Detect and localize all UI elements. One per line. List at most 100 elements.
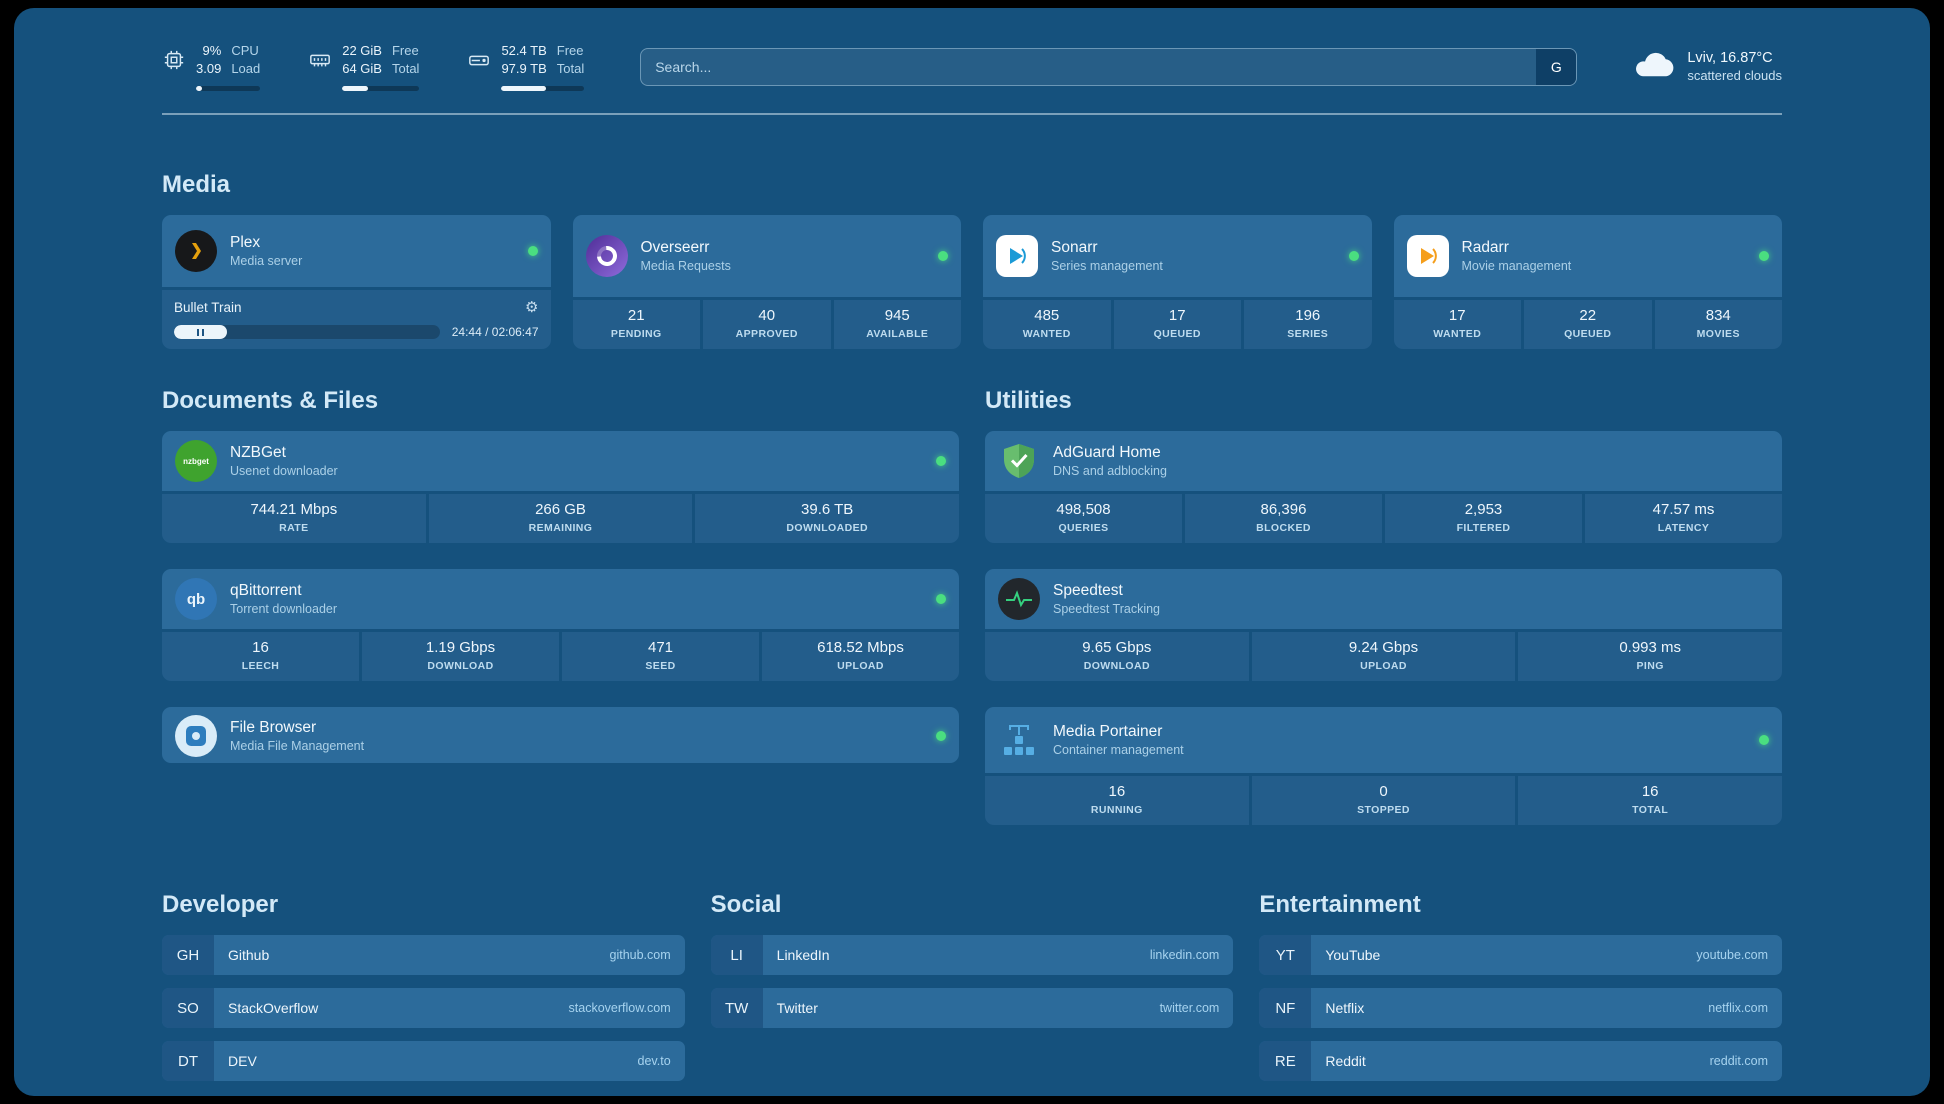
portainer-header[interactable]: Media Portainer Container management (985, 707, 1782, 774)
stat: 1.19 Gbps DOWNLOAD (362, 632, 559, 682)
nzbget-header[interactable]: nzbget NZBGet Usenet downloader (162, 431, 959, 492)
media-grid: Plex Media server Bullet Train ⚙ (162, 215, 1782, 350)
radarr-icon (1406, 235, 1449, 278)
pause-icon[interactable] (197, 328, 205, 336)
stat-value: 17 (1168, 307, 1186, 325)
qbittorrent-stats: 16 LEECH 1.19 Gbps DOWNLOAD 471 SEED 6 (162, 632, 959, 682)
status-dot (936, 456, 946, 467)
nzbget-titles: NZBGet Usenet downloader (230, 444, 338, 478)
stat-value: 9.65 Gbps (1082, 639, 1152, 657)
memory-free-label: Free (391, 43, 419, 58)
bookmark-linkedin[interactable]: LI LinkedIn linkedin.com (710, 935, 1234, 976)
service-subtitle: Speedtest Tracking (1053, 602, 1161, 617)
stat-value: 86,396 (1260, 501, 1307, 519)
bookmark-name: Github (228, 947, 270, 964)
bookmark-name: Twitter (776, 1000, 818, 1017)
search-input[interactable] (640, 47, 1578, 86)
weather-widget: Lviv, 16.87°C scattered clouds (1633, 49, 1782, 84)
speedtest-titles: Speedtest Speedtest Tracking (1053, 582, 1160, 616)
filebrowser-card[interactable]: File Browser Media File Management (162, 707, 959, 764)
search-provider-button[interactable]: G (1536, 48, 1577, 85)
stat-label: DOWNLOAD (427, 660, 494, 673)
sonarr-icon (996, 235, 1038, 278)
stat: 9.24 Gbps UPLOAD (1251, 632, 1516, 682)
filebrowser-header[interactable]: File Browser Media File Management (162, 707, 959, 764)
service-name: Radarr (1461, 239, 1509, 257)
bookmark-abbr: LI (710, 935, 763, 976)
service-subtitle: Container management (1053, 743, 1184, 758)
stat-label: MOVIES (1696, 328, 1740, 341)
bookmarks-social: Social LI LinkedIn linkedin.com TW Twitt… (710, 891, 1234, 1041)
stat: 9.65 Gbps DOWNLOAD (985, 632, 1249, 682)
speedtest-card[interactable]: Speedtest Speedtest Tracking 9.65 Gbps D… (985, 569, 1782, 682)
bookmark-netflix[interactable]: NF Netflix netflix.com (1259, 988, 1782, 1029)
topbar: 9% 3.09 CPU Load 22 (162, 42, 1782, 92)
stat-label: SERIES (1287, 328, 1329, 341)
disk-values: 52.4 TB 97.9 TB (501, 42, 546, 78)
bookmark-domain: dev.to (637, 1054, 671, 1069)
gear-icon[interactable]: ⚙ (525, 299, 539, 317)
stat-label: DOWNLOAD (1083, 660, 1150, 673)
qbittorrent-icon: qb (175, 578, 217, 621)
section-title-entertainment: Entertainment (1259, 891, 1421, 919)
sonarr-header[interactable]: Sonarr Series management (983, 215, 1372, 298)
stat-label: UPLOAD (837, 660, 884, 673)
filebrowser-icon (175, 715, 217, 758)
bookmark-stackoverflow[interactable]: SO StackOverflow stackoverflow.com (162, 988, 685, 1029)
cpu-label: CPU (231, 43, 259, 58)
disk-total-label: Total (556, 61, 585, 77)
stat-value: 16 (252, 639, 269, 657)
cpu-progress-fill (196, 86, 202, 92)
overseerr-header[interactable]: Overseerr Media Requests (572, 215, 961, 298)
status-dot (527, 246, 538, 257)
stat-label: QUERIES (1058, 522, 1109, 535)
stat-value: 9.24 Gbps (1348, 639, 1419, 657)
service-subtitle: Media File Management (230, 739, 365, 754)
bookmark-name: LinkedIn (776, 947, 830, 964)
bookmarks-grid: Developer GH Github github.com SO StackO… (162, 891, 1782, 1094)
plex-now-playing-row: Bullet Train ⚙ (174, 298, 539, 316)
radarr-titles: Radarr Movie management (1462, 239, 1572, 273)
stat: 266 GB REMAINING (428, 494, 693, 544)
service-name: Plex (230, 234, 261, 252)
bookmark-dev[interactable]: DT DEV dev.to (162, 1041, 685, 1082)
playback-progress-track[interactable] (174, 325, 440, 340)
adguard-card[interactable]: AdGuard Home DNS and adblocking 498,508 … (985, 431, 1782, 544)
playback-time: 24:44 / 02:06:47 (451, 325, 539, 340)
bookmark-github[interactable]: GH Github github.com (162, 935, 685, 976)
bookmark-reddit[interactable]: RE Reddit reddit.com (1259, 1041, 1782, 1082)
radarr-card[interactable]: Radarr Movie management 17 WANTED 22 QUE… (1393, 215, 1782, 350)
radarr-header[interactable]: Radarr Movie management (1393, 215, 1782, 298)
middle-grid: Documents & Files nzbget NZBGet Usenet d… (162, 387, 1782, 826)
plex-header[interactable]: Plex Media server (162, 215, 551, 288)
memory-labels: Free Total (392, 42, 419, 78)
portainer-card[interactable]: Media Portainer Container management 16 … (985, 707, 1782, 826)
service-subtitle: Movie management (1461, 259, 1572, 274)
media-section: Media Plex Media server (162, 171, 1782, 350)
plex-card[interactable]: Plex Media server Bullet Train ⚙ (162, 215, 551, 350)
stat-value: 40 (758, 307, 776, 325)
nzbget-card[interactable]: nzbget NZBGet Usenet downloader 744.21 M… (162, 431, 959, 544)
service-name: Speedtest (1053, 582, 1123, 600)
service-name: Media Portainer (1053, 723, 1163, 741)
qbittorrent-header[interactable]: qb qBittorrent Torrent downloader (162, 569, 959, 630)
sonarr-card[interactable]: Sonarr Series management 485 WANTED 17 Q… (983, 215, 1372, 350)
bookmark-domain: reddit.com (1709, 1054, 1768, 1069)
qbittorrent-card[interactable]: qb qBittorrent Torrent downloader 16 LEE… (162, 569, 959, 682)
bookmarks-entertainment: Entertainment YT YouTube youtube.com NF … (1259, 891, 1782, 1094)
bookmark-domain: github.com (609, 948, 671, 963)
adguard-header[interactable]: AdGuard Home DNS and adblocking (985, 431, 1782, 492)
bookmark-twitter[interactable]: TW Twitter twitter.com (710, 988, 1234, 1029)
bookmark-youtube[interactable]: YT YouTube youtube.com (1259, 935, 1782, 976)
stat: 47.57 ms LATENCY (1585, 494, 1782, 544)
overseerr-card[interactable]: Overseerr Media Requests 21 PENDING 40 A… (572, 215, 961, 350)
overseerr-stats: 21 PENDING 40 APPROVED 945 AVAILABLE (572, 300, 961, 350)
stat-label: UPLOAD (1360, 660, 1407, 673)
stat-value: 196 (1295, 307, 1321, 325)
stat-label: WANTED (1022, 328, 1071, 341)
speedtest-header[interactable]: Speedtest Speedtest Tracking (985, 569, 1782, 630)
service-subtitle: Media Requests (640, 259, 731, 274)
memory-values: 22 GiB 64 GiB (342, 42, 382, 78)
sonarr-titles: Sonarr Series management (1051, 239, 1163, 273)
weather-condition: scattered clouds (1687, 68, 1782, 84)
